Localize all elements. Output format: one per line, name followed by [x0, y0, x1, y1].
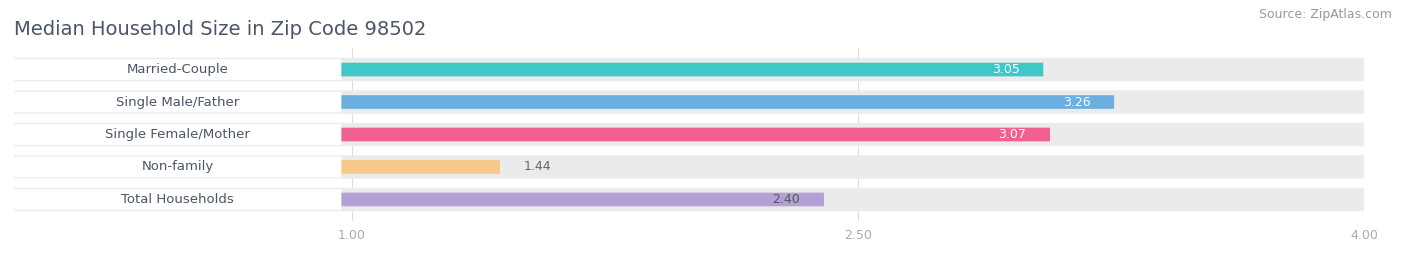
- Text: Single Female/Mother: Single Female/Mother: [105, 128, 250, 141]
- Text: 3.07: 3.07: [998, 128, 1026, 141]
- FancyBboxPatch shape: [0, 59, 342, 80]
- FancyBboxPatch shape: [14, 128, 1050, 141]
- Text: Single Male/Father: Single Male/Father: [117, 95, 239, 108]
- FancyBboxPatch shape: [14, 123, 1364, 146]
- FancyBboxPatch shape: [14, 193, 824, 206]
- FancyBboxPatch shape: [14, 63, 1043, 76]
- FancyBboxPatch shape: [14, 58, 1364, 81]
- FancyBboxPatch shape: [14, 188, 1364, 211]
- Text: 3.26: 3.26: [1063, 95, 1091, 108]
- Text: 2.40: 2.40: [772, 193, 800, 206]
- Text: Total Households: Total Households: [121, 193, 233, 206]
- FancyBboxPatch shape: [14, 160, 501, 174]
- FancyBboxPatch shape: [14, 90, 1364, 114]
- Text: 3.05: 3.05: [991, 63, 1019, 76]
- FancyBboxPatch shape: [0, 124, 342, 145]
- Text: Married-Couple: Married-Couple: [127, 63, 229, 76]
- FancyBboxPatch shape: [0, 92, 342, 112]
- Text: Source: ZipAtlas.com: Source: ZipAtlas.com: [1258, 8, 1392, 21]
- FancyBboxPatch shape: [0, 157, 342, 177]
- FancyBboxPatch shape: [14, 155, 1364, 179]
- Text: 1.44: 1.44: [523, 161, 551, 174]
- Text: Non-family: Non-family: [142, 161, 214, 174]
- FancyBboxPatch shape: [14, 95, 1114, 109]
- Text: Median Household Size in Zip Code 98502: Median Household Size in Zip Code 98502: [14, 20, 426, 38]
- FancyBboxPatch shape: [0, 189, 342, 210]
